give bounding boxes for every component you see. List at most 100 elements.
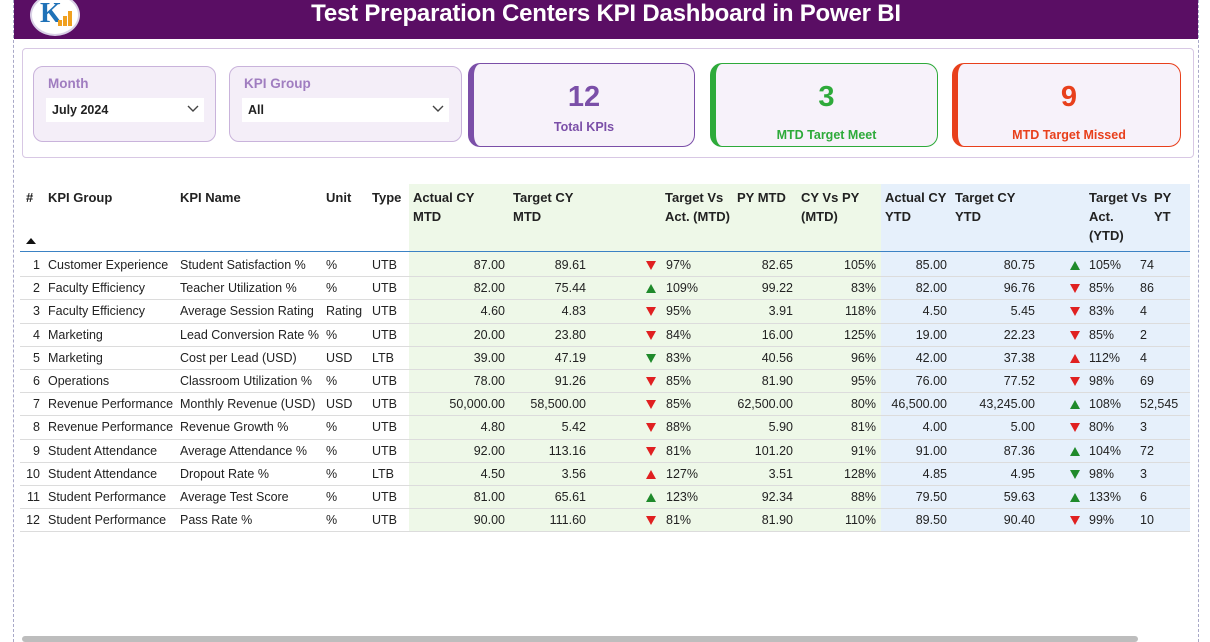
cell-row-number: 2 [33,281,40,296]
cell-actual-cy-ytd: 82.00 [915,281,947,296]
total-kpis-label: Total KPIs [553,120,615,134]
cell-target-cy-ytd: 5.45 [1010,304,1035,319]
cell-actual-cy-mtd: 4.60 [480,304,505,319]
cell-actual-cy-mtd: 78.00 [473,374,505,388]
col-header-actual-cy-ytd[interactable]: Actual CY YTD [885,190,947,224]
triangle-down-mtd-status-arrow-icon [646,261,656,270]
cell-row-number: 5 [33,350,40,365]
cell-kpi-group: Revenue Performance [48,420,174,435]
cell-target-vs-act-mtd: 127% [666,466,698,481]
chevron-down-icon [187,105,199,112]
triangle-down-ytd-status-arrow-icon [1070,330,1080,340]
horizontal-scrollbar[interactable] [22,636,1138,642]
cell-target-vs-act-ytd: 83% [1089,304,1115,319]
cell-target-cy-ytd: 37.38 [1003,350,1035,365]
col-header-target-vs-act-mtd[interactable]: Target Vs Act. (MTD) [665,190,730,224]
cell-actual-cy-ytd: 89.50 [915,513,947,528]
cell-target-cy-ytd: 80.75 [1003,258,1035,272]
cell-target-cy-ytd: 22.23 [1003,327,1035,342]
header-bar: K Test Preparation Centers KPI Dashboard… [14,0,1198,39]
month-label: Month [48,76,89,91]
cell-target-vs-act-ytd: 98% [1089,374,1115,388]
table-row[interactable]: 6 Operations Classroom Utilization %% UTB 78… [14,370,1190,394]
cell-row-number: 4 [33,327,40,342]
cell-type: UTB [372,304,397,319]
table-row[interactable]: 9 Student Attendance Average Attendance %%… [14,440,1190,463]
triangle-down-ytd-status-arrow-icon [1070,284,1080,294]
sort-ascending-icon[interactable] [26,238,36,244]
table-row[interactable]: 3 Faculty Efficiency Average Session Ratin… [14,300,1190,324]
cell-target-cy-mtd: 47.19 [554,350,586,365]
triangle-down-ytd-status-arrow-icon [1070,516,1080,526]
cell-py-mtd: 5.90 [768,420,793,435]
col-header-type[interactable]: Type [372,190,402,205]
table-row[interactable]: 5 Marketing Cost per Lead (USD) USD LTB 39.00… [14,347,1190,370]
cell-cy-vs-py-mtd: 118% [844,304,876,319]
col-header-target-vs-act-ytd[interactable]: Target Vs Act. (YTD) [1089,190,1148,243]
table-row[interactable]: 8 Revenue Performance Revenue Growth %% UTB… [14,416,1190,440]
table-row[interactable]: 11 Student Performance Average Test Score%… [14,486,1190,510]
kpi-group-dropdown[interactable]: All [242,98,449,122]
cell-actual-cy-ytd: 46,500.00 [891,397,947,412]
cell-py-mtd: 81.90 [761,513,793,528]
cell-target-vs-act-mtd: 81% [666,513,692,528]
mtd-target-meet-card: 3 MTD Target Meet [710,63,938,147]
cell-unit: % [326,258,338,272]
cell-target-cy-ytd: 5.00 [1010,420,1035,435]
table-row[interactable]: 1 Customer Experience Student Satisfaction… [14,254,1190,278]
cell-kpi-group: Student Performance [48,513,167,528]
cell-py-ytd: 72 [1140,443,1154,458]
cell-actual-cy-ytd: 85.00 [915,258,947,272]
cell-py-ytd: 52,545 [1140,397,1179,412]
col-header-num[interactable]: # [26,190,34,205]
table-row[interactable]: 4 Marketing Lead Conversion Rate %% UTB 20.0… [14,324,1190,347]
cell-target-vs-act-ytd: 85% [1089,281,1115,296]
cell-unit: Rating [326,304,363,319]
col-header-target-cy-mtd[interactable]: Target CY MTD [513,190,574,224]
cell-target-vs-act-mtd: 88% [666,420,692,435]
triangle-down-ytd-status-arrow-icon [1070,307,1080,317]
month-dropdown[interactable]: July 2024 [46,98,204,122]
mtd-target-missed-value: 9 [1060,81,1078,113]
col-header-cy-vs-py-mtd[interactable]: CY Vs PY (MTD) [801,190,860,224]
col-header-actual-cy-mtd[interactable]: Actual CY MTD [413,190,475,224]
cell-py-ytd: 74 [1140,258,1154,272]
cell-type: UTB [372,281,397,296]
row-divider [20,484,1190,486]
cell-kpi-group: Faculty Efficiency [48,304,146,319]
col-header-py-mtd[interactable]: PY MTD [737,190,786,205]
col-header-py-ytd[interactable]: PY YT [1154,190,1172,224]
cell-kpi-name: Cost per Lead (USD) [180,350,297,365]
cell-kpi-name: Average Session Rating [180,304,314,319]
total-kpis-card: 12 Total KPIs [468,63,695,147]
cell-kpi-name: Student Satisfaction % [180,258,306,272]
cell-target-cy-mtd: 113.16 [548,443,586,458]
table-row[interactable]: 12 Student Performance Pass Rate %% UTB 90.0… [14,509,1190,532]
cell-target-vs-act-mtd: 83% [666,350,692,365]
mtd-target-meet-label: MTD Target Meet [776,128,877,142]
cell-target-cy-ytd: 77.52 [1003,374,1035,388]
cell-cy-vs-py-mtd: 125% [844,327,876,342]
cell-actual-cy-mtd: 39.00 [473,350,505,365]
chevron-down-icon [432,105,444,112]
col-header-kpi-name[interactable]: KPI Name [180,190,241,205]
cell-actual-cy-ytd: 91.00 [915,443,947,458]
logo: K [30,0,80,36]
cell-kpi-name: Revenue Growth % [180,420,289,435]
cell-target-vs-act-mtd: 81% [666,443,692,458]
cell-target-vs-act-ytd: 98% [1089,466,1115,481]
cell-type: LTB [372,350,394,365]
table-row[interactable]: 2 Faculty Efficiency Teacher Utilization %… [14,277,1190,301]
table-row[interactable]: 7 Revenue Performance Monthly Revenue (USD… [14,393,1190,417]
col-header-target-cy-ytd[interactable]: Target CY YTD [955,190,1016,224]
col-header-unit[interactable]: Unit [326,190,352,205]
mtd-target-meet-value: 3 [818,81,835,113]
table-row[interactable]: 10 Student Attendance Dropout Rate %% LTB 4.… [14,463,1190,486]
ytd-column-band [881,184,1190,532]
cell-cy-vs-py-mtd: 95% [850,374,876,388]
col-header-kpi-group[interactable]: KPI Group [48,190,113,205]
cell-actual-cy-mtd: 81.00 [473,490,505,504]
cell-target-cy-mtd: 5.42 [561,420,586,435]
cell-target-vs-act-ytd: 112% [1089,350,1121,365]
cell-cy-vs-py-mtd: 96% [850,350,876,365]
